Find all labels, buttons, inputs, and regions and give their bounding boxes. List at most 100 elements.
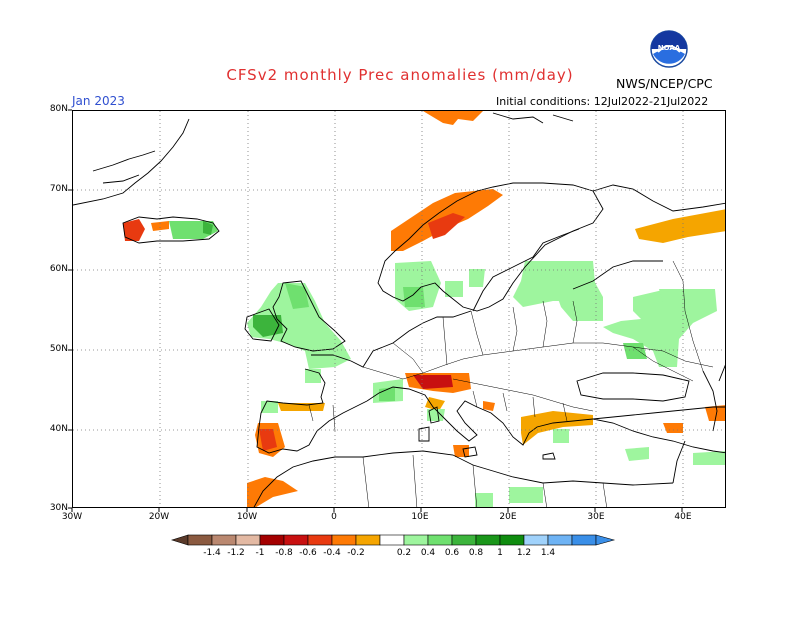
iberia-coast: [256, 368, 368, 454]
colorbar-cells: [170, 534, 616, 546]
colorbar-cell: [475, 534, 501, 546]
baltic-coast: [472, 228, 580, 312]
border-line: [392, 300, 578, 374]
wet-anomaly-cells: [169, 221, 725, 507]
anomaly-cell: [603, 289, 717, 367]
lat-tick-50n: 50N: [49, 344, 68, 354]
black-sea-coast: [576, 372, 690, 402]
greenland-fjords: [92, 150, 156, 184]
colorbar-cell: [235, 534, 261, 546]
anomaly-cell: [663, 423, 683, 433]
colorbar-label: -1: [255, 548, 265, 558]
anomaly-cell: [623, 343, 647, 359]
anomaly-cell: [379, 387, 395, 401]
colorbar-cell: [547, 534, 573, 546]
colorbar-cell: [403, 534, 429, 546]
lon-tick-30w: 30W: [61, 512, 83, 522]
lon-tick-10w: 10W: [236, 512, 258, 522]
colorbar-cell: [259, 534, 285, 546]
lon-tick-0: 0: [331, 512, 337, 522]
anomaly-cell: [483, 401, 495, 411]
greenland-coast: [73, 118, 190, 206]
ireland-coast: [244, 308, 280, 342]
lat-tick-40n: 40N: [49, 424, 68, 434]
lat-tick-30n: 30N: [49, 503, 68, 513]
colorbar-label: -0.8: [275, 548, 293, 558]
colorbar-high-arrow: [595, 534, 616, 546]
colorbar-label: 1.2: [516, 548, 532, 558]
lat-tick-80n: 80N: [49, 104, 68, 114]
scandinavia-coast: [377, 182, 604, 312]
anomaly-cell: [469, 269, 485, 287]
colorbar-label: 1: [497, 548, 503, 558]
svalbard-coast: [492, 112, 574, 124]
russia-north-coast: [592, 184, 725, 212]
tick-marks: [68, 109, 683, 512]
colorbar-cell: [331, 534, 357, 546]
lat-tick-60n: 60N: [49, 264, 68, 274]
initial-conditions: Initial conditions: 12Jul2022-21Jul2022: [496, 95, 709, 108]
anomaly-cell: [413, 375, 453, 389]
agency-label: NWS/NCEP/CPC: [616, 76, 713, 91]
dry-anomaly-cells: [123, 111, 725, 507]
colorbar-cell: [427, 534, 453, 546]
lon-tick-30e: 30E: [587, 512, 605, 522]
med-north-coast: [366, 386, 725, 446]
anomaly-cell: [475, 493, 493, 507]
anomaly-cell: [259, 429, 277, 451]
graticule: [73, 111, 725, 507]
anomaly-cell: [427, 409, 445, 421]
border-line: [362, 454, 607, 507]
iceland-coast: [122, 216, 220, 244]
colorbar-cell: [187, 534, 213, 546]
anomaly-cell: [693, 451, 725, 465]
colorbar-label: -0.6: [299, 548, 317, 558]
caspian-coast: [702, 364, 725, 432]
map-svg: [73, 111, 725, 507]
colorbar-label: 0.8: [468, 548, 484, 558]
anomaly-cell: [425, 397, 445, 411]
map-panel: [72, 110, 726, 508]
levant-coast: [672, 440, 686, 484]
forecast-month: Jan 2023: [72, 94, 125, 108]
north-africa-coast: [253, 450, 674, 507]
anomaly-cell: [705, 405, 725, 421]
anomaly-cell: [151, 221, 169, 231]
anomaly-cell: [509, 487, 543, 503]
russia-border: [572, 260, 663, 290]
country-borders: [308, 260, 714, 507]
colorbar-label: -0.2: [347, 548, 365, 558]
lon-tick-20w: 20W: [148, 512, 170, 522]
colorbar-label: 0.2: [396, 548, 412, 558]
anomaly-cell: [551, 279, 603, 321]
anomaly-cell: [203, 221, 213, 235]
border-line: [452, 378, 594, 412]
colorbar-cell: [379, 534, 405, 546]
anomaly-cell: [635, 209, 725, 243]
colorbar-label: -0.4: [323, 548, 341, 558]
britain-coast: [272, 280, 346, 352]
anomaly-cell: [285, 283, 309, 309]
anatolia-coast: [592, 418, 725, 454]
anomaly-cell: [423, 111, 483, 125]
colorbar-cell: [571, 534, 597, 546]
colorbar-label: -1.4: [203, 548, 221, 558]
colorbar-label: 0.6: [444, 548, 460, 558]
colorbar-cell: [499, 534, 525, 546]
noaa-logo-icon: NOAA: [650, 30, 688, 68]
colorbar-low-arrow: [170, 534, 189, 546]
colorbar-cell: [307, 534, 333, 546]
anomaly-cell: [553, 429, 569, 443]
lon-tick-20e: 20E: [499, 512, 517, 522]
colorbar-label: 1.4: [540, 548, 556, 558]
colorbar-label: -1.2: [227, 548, 245, 558]
anomaly-cell: [247, 477, 298, 507]
anomaly-cell: [428, 213, 465, 239]
anomaly-cell: [123, 219, 145, 241]
anomaly-cell: [403, 287, 425, 307]
colorbar-cell: [283, 534, 309, 546]
anomaly-cell: [453, 445, 469, 457]
colorbar-cell: [523, 534, 549, 546]
colorbar: [170, 534, 616, 546]
colorbar-cell: [355, 534, 381, 546]
